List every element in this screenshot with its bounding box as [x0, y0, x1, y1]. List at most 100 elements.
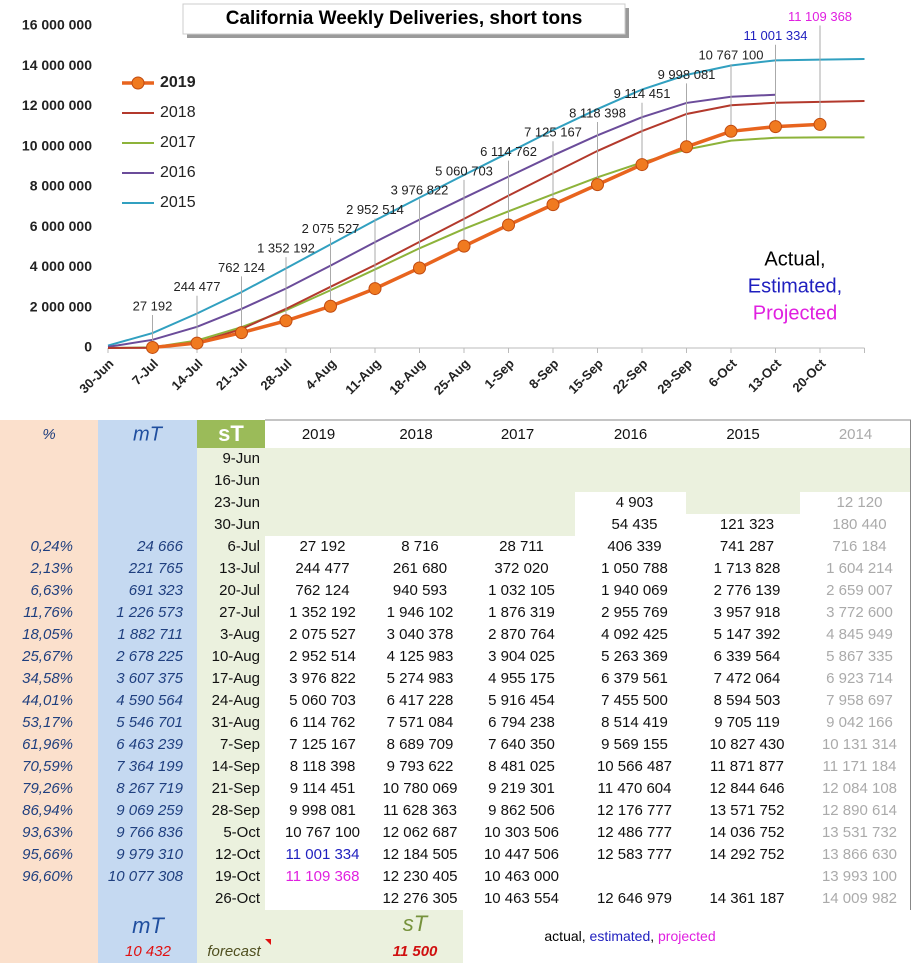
- value-label: 9 998 081: [658, 67, 716, 82]
- value-label: 8 118 398: [569, 105, 626, 120]
- table-cell: 3-Aug: [220, 626, 260, 643]
- table-cell: 6,63%: [30, 582, 73, 599]
- table-cell: 27 192: [300, 538, 346, 555]
- table-cell: 372 020: [494, 560, 548, 577]
- value-label: 11 109 368: [788, 9, 852, 24]
- table-cell: 244 477: [295, 560, 349, 577]
- table-cell: 7 472 064: [714, 670, 781, 687]
- table-cell: 8 267 719: [116, 780, 183, 797]
- x-tick-label: 29-Sep: [654, 356, 695, 397]
- footer-mt-value: 10 432: [125, 943, 172, 960]
- y-tick-label: 16 000 000: [22, 17, 92, 33]
- table-cell: 2 870 764: [488, 626, 555, 643]
- table-cell: 6 923 714: [826, 670, 893, 687]
- x-tick-label: 8-Sep: [526, 356, 562, 392]
- table-cell: 0,24%: [30, 538, 73, 555]
- header-cell: 2015: [726, 426, 759, 443]
- header-cell: 2017: [501, 426, 534, 443]
- table-cell: 5 546 701: [116, 714, 183, 731]
- table-cell: 12 486 777: [597, 824, 672, 841]
- table-cell: 11 109 368: [286, 868, 360, 885]
- x-tick-label: 13-Oct: [745, 355, 785, 395]
- x-tick-label: 15-Sep: [565, 356, 606, 397]
- series-line: [152, 122, 821, 350]
- table-cell: 54 435: [612, 516, 658, 533]
- table-cell: 9 862 506: [488, 802, 555, 819]
- table-cell: 1 226 573: [116, 604, 183, 621]
- table-cell: 14 292 752: [709, 846, 784, 863]
- legend-label: 2016: [160, 164, 196, 181]
- chart: 0 2 000 000 4 000 000 6 000 000 8 000 000 10 …: [22, 9, 865, 398]
- col-bg: [197, 448, 265, 910]
- table-cell: 5 916 454: [488, 692, 555, 709]
- y-tick-label: 6 000 000: [30, 218, 92, 234]
- table-cell: 10 767 100: [285, 824, 360, 841]
- marker: [324, 299, 337, 313]
- table-cell: 261 680: [393, 560, 447, 577]
- table-cell: 2,13%: [29, 560, 73, 577]
- marker: [635, 158, 649, 172]
- table-cell: 18,05%: [22, 626, 73, 643]
- table-cell: 7 571 084: [387, 714, 454, 731]
- table-cell: 9 766 836: [116, 824, 183, 841]
- series-line: [107, 93, 776, 348]
- table-cell: 70,59%: [22, 758, 73, 775]
- table-cell: 12 120: [837, 494, 883, 511]
- x-tick-label: 18-Aug: [386, 356, 428, 398]
- x-tick-label: 6-Oct: [705, 355, 740, 390]
- legend-label: 2019: [160, 74, 196, 91]
- table-cell: 11 171 184: [823, 758, 897, 775]
- table-cell: 4 845 949: [826, 626, 893, 643]
- table-cell: 6 339 564: [714, 648, 781, 665]
- header-cell: %: [42, 426, 55, 443]
- table-cell: 25,67%: [21, 648, 73, 665]
- table-cell: 19-Oct: [215, 868, 261, 885]
- table-cell: 13 571 752: [709, 802, 784, 819]
- table-cell: 4 590 564: [116, 692, 183, 709]
- table-cell: 8 716: [401, 538, 439, 555]
- table-cell: 6 379 561: [601, 670, 668, 687]
- table-cell: 27-Jul: [219, 604, 260, 621]
- table-cell: 121 323: [720, 516, 774, 533]
- cell-bg: [575, 492, 686, 514]
- legend-marker: [131, 76, 145, 90]
- table-cell: 28 711: [499, 538, 544, 555]
- value-label: 2 952 514: [346, 202, 404, 217]
- series-line: [107, 136, 865, 349]
- table-cell: 13 866 630: [822, 846, 897, 863]
- x-tick-label: 30-Jun: [76, 356, 116, 396]
- table-cell: 9 793 622: [387, 758, 454, 775]
- table-cell: 7 640 350: [488, 736, 555, 753]
- table-cell: 28-Sep: [212, 802, 260, 819]
- table-cell: 12 230 405: [382, 868, 457, 885]
- marker: [724, 124, 738, 138]
- table-cell: 4 955 175: [488, 670, 555, 687]
- table-cell: 9 569 155: [601, 736, 668, 753]
- table-cell: 30-Jun: [214, 516, 260, 533]
- annotation: Estimated,: [748, 275, 842, 297]
- x-tick-label: 21-Jul: [213, 356, 250, 393]
- table-cell: 12 646 979: [597, 890, 672, 907]
- x-tick-label: 20-Oct: [789, 355, 829, 395]
- y-tick-label: 12 000 000: [22, 97, 92, 113]
- table-cell: 8 689 709: [387, 736, 454, 753]
- table-cell: 6 794 238: [488, 714, 555, 731]
- comment-flag: [265, 939, 271, 945]
- title-box: [182, 3, 626, 35]
- table-cell: 4 903: [616, 494, 654, 511]
- table-cell: 79,26%: [22, 780, 73, 797]
- table-cell: 10 447 506: [484, 846, 559, 863]
- table-cell: 93,63%: [22, 824, 73, 841]
- value-label: 7 125 167: [524, 125, 582, 140]
- table-cell: 12 844 646: [709, 780, 784, 797]
- table-cell: 6 114 762: [290, 714, 356, 731]
- table-cell: 2 776 139: [714, 582, 781, 599]
- table-cell: 1 940 069: [601, 582, 668, 599]
- y-tick-label: 0: [84, 339, 92, 355]
- table-cell: 1 946 102: [387, 604, 454, 621]
- y-tick-label: 10 000 000: [22, 137, 92, 153]
- x-tick-label: 4-Aug: [302, 356, 339, 393]
- footer-legend-part: ,: [650, 928, 658, 944]
- table-cell: 1 604 214: [826, 560, 893, 577]
- legend-label: 2017: [160, 134, 196, 151]
